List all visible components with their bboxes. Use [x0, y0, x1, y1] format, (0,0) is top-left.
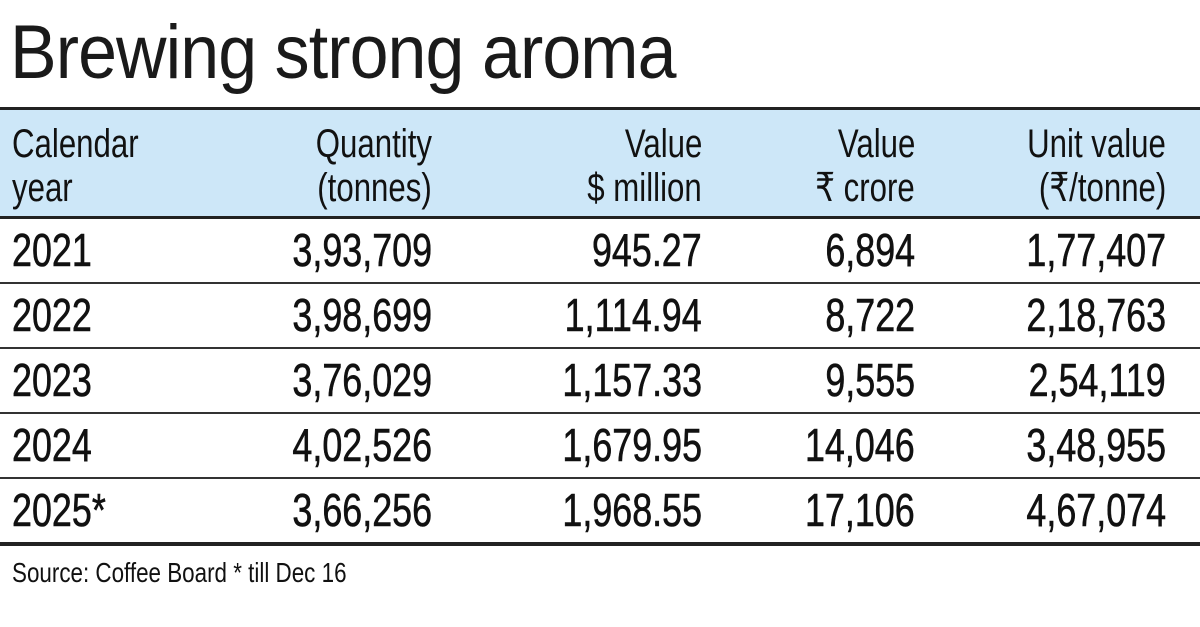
column-header-line2: ₹ crore [815, 166, 915, 210]
column-header: Value ₹ crore [787, 122, 915, 210]
cell-value: 945.27 [592, 224, 702, 277]
table-cell: 2024 [12, 414, 114, 477]
table-cell: 9,555 [800, 349, 915, 412]
column-header-line2: year [12, 166, 73, 210]
table-cell: 14,046 [774, 414, 915, 477]
cell-value: 3,98,699 [292, 289, 432, 342]
table-cell: 6,894 [800, 219, 915, 282]
table-cell: 3,66,256 [253, 479, 432, 542]
cell-value: 3,48,955 [1026, 419, 1166, 472]
column-header-line1: Value [624, 122, 702, 166]
cell-value: 14,046 [805, 419, 915, 472]
table-row: 2022 3,98,699 1,114.94 8,722 2,18,763 [0, 284, 1200, 349]
column-header: Quantity (tonnes) [283, 122, 432, 210]
table-cell: 17,106 [774, 479, 915, 542]
table-cell: 1,157.33 [523, 349, 702, 412]
cell-value: 2,54,119 [1028, 354, 1166, 407]
column-header-line1: Calendar [12, 122, 139, 166]
cell-value: 2,18,763 [1026, 289, 1166, 342]
column-header: Unit value (₹/tonne) [988, 122, 1166, 210]
table-cell: 2023 [12, 349, 114, 412]
cell-value: 2022 [12, 289, 92, 342]
cell-value: 3,93,709 [292, 224, 432, 277]
column-header-line1: Unit value [1027, 122, 1166, 166]
cell-value: 17,106 [805, 484, 915, 537]
table-cell: 3,98,699 [253, 284, 432, 347]
cell-value: 2023 [12, 354, 92, 407]
column-header-line2: $ million [587, 166, 702, 210]
column-header-line2: (₹/tonne) [1038, 166, 1166, 210]
cell-value: 8,722 [825, 289, 915, 342]
cell-value: 2021 [12, 224, 92, 277]
cell-value: 6,894 [825, 224, 915, 277]
cell-value: 1,968.55 [562, 484, 702, 537]
cell-value: 3,76,029 [292, 354, 432, 407]
column-header-line1: Value [837, 122, 915, 166]
cell-value: 4,67,074 [1026, 484, 1166, 537]
table-cell: 2021 [12, 219, 114, 282]
cell-value: 1,157.33 [562, 354, 702, 407]
column-header: Value $ million [555, 122, 702, 210]
cell-value: 1,114.94 [564, 289, 702, 342]
cell-value: 3,66,256 [292, 484, 432, 537]
cell-value: 1,77,407 [1026, 224, 1166, 277]
table-cell: 3,76,029 [253, 349, 432, 412]
table-row: 2025* 3,66,256 1,968.55 17,106 4,67,074 [0, 479, 1200, 546]
table-cell: 4,67,074 [987, 479, 1166, 542]
table-cell: 2025* [12, 479, 132, 542]
table-cell: 2,54,119 [990, 349, 1166, 412]
cell-value: 2024 [12, 419, 92, 472]
cell-value: 1,679.95 [562, 419, 702, 472]
table-header: Calendar year Quantity (tonnes) Value $ milli… [0, 107, 1200, 219]
cell-value: 2025* [12, 484, 106, 537]
table-cell: 3,48,955 [987, 414, 1166, 477]
table-cell: 945.27 [561, 219, 702, 282]
cell-value: 9,555 [825, 354, 915, 407]
table-cell: 2022 [12, 284, 114, 347]
footnote-text: Source: Coffee Board * till Dec 16 [12, 557, 347, 588]
table-row: 2023 3,76,029 1,157.33 9,555 2,54,119 [0, 349, 1200, 414]
column-header-line1: Quantity [315, 122, 432, 166]
table-cell: 4,02,526 [253, 414, 432, 477]
table-cell: 3,93,709 [253, 219, 432, 282]
table-row: 2021 3,93,709 945.27 6,894 1,77,407 [0, 219, 1200, 284]
table-cell: 1,968.55 [523, 479, 702, 542]
table-row: 2024 4,02,526 1,679.95 14,046 3,48,955 [0, 414, 1200, 479]
table-cell: 1,77,407 [987, 219, 1166, 282]
table-title: Brewing strong aroma [10, 10, 676, 95]
column-header-line2: (tonnes) [317, 166, 432, 210]
table-cell: 8,722 [800, 284, 915, 347]
table-cell: 1,114.94 [526, 284, 702, 347]
column-header: Calendar year [12, 122, 174, 210]
footnote: Source: Coffee Board * till Dec 16 [12, 555, 430, 591]
cell-value: 4,02,526 [292, 419, 432, 472]
table-cell: 2,18,763 [987, 284, 1166, 347]
table-cell: 1,679.95 [523, 414, 702, 477]
